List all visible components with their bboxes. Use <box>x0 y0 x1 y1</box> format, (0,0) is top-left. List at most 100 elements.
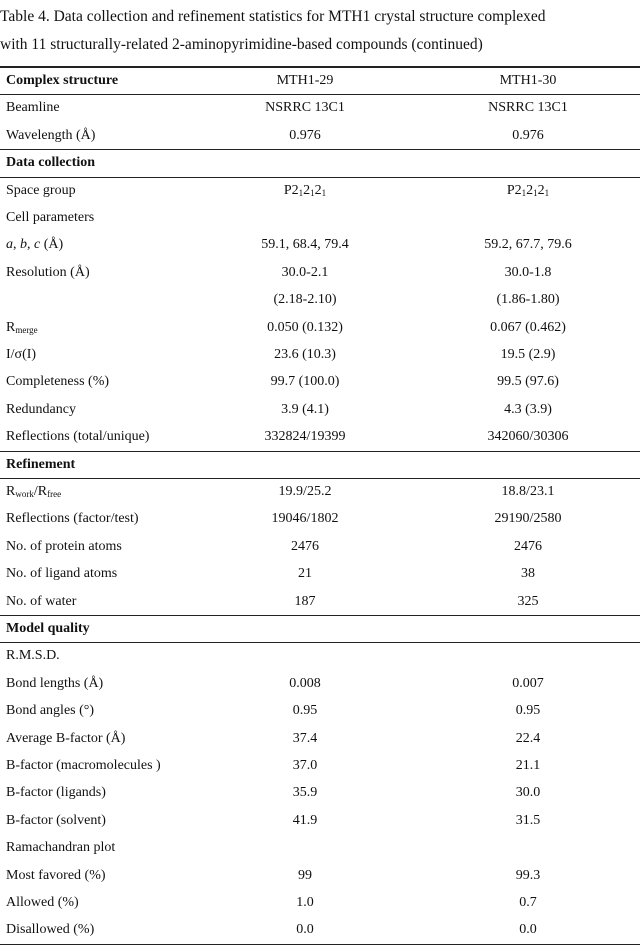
table-cell: 99 <box>298 867 312 883</box>
table-cell: MTH1-29 <box>276 73 334 88</box>
table-cell: NSRRC 13C1 <box>265 100 345 116</box>
table-cell: 37.4 <box>292 730 318 746</box>
table-cell: 4.3 (3.9) <box>504 401 552 417</box>
text-segment: b <box>20 237 27 253</box>
rule <box>0 450 640 452</box>
table-cell: 19046/1802 <box>271 511 339 527</box>
text-segment: P2 <box>283 182 299 198</box>
table-cell: 59.2, 67.7, 79.6 <box>484 237 572 253</box>
table-cell: 30.0-2.1 <box>281 264 329 280</box>
table-cell: B-factor (ligands) <box>6 785 106 801</box>
table-cell: Ramachandran plot <box>6 840 116 856</box>
table-cell: Disallowed (%) <box>6 922 95 938</box>
table-cell: 0.976 <box>512 127 544 143</box>
table-cell: Beamline <box>6 100 60 116</box>
table-cell: 0.0 <box>296 922 314 938</box>
text-segment: work <box>15 489 34 499</box>
table-cell: 99.7 (100.0) <box>270 374 340 390</box>
table-cell: 0.7 <box>519 895 537 910</box>
table-cell: Bond lengths (Å) <box>6 675 104 691</box>
text-segment: free <box>47 489 62 499</box>
text-segment: P2 <box>506 182 522 198</box>
table-cell: 2476 <box>514 538 542 554</box>
rule <box>0 149 640 151</box>
table-cell: 30.0-1.8 <box>504 264 552 280</box>
text-segment: /R <box>33 484 48 499</box>
table-cell: Resolution (Å) <box>6 264 90 280</box>
table-cell: Complex structure <box>6 73 119 88</box>
table-cell: No. of protein atoms <box>6 538 122 554</box>
table-cell: 0.0 <box>519 922 537 938</box>
table-cell: Rmerge <box>6 314 38 341</box>
text-segment: 1 <box>310 187 315 198</box>
text-segment: , <box>27 237 34 253</box>
table-cell: a, b, c (Å) <box>6 231 63 258</box>
table-cell: 59.1, 68.4, 79.4 <box>261 237 349 253</box>
table-cell: Reflections (total/unique) <box>6 429 150 445</box>
table-title: Table 4. Data collection and refinement … <box>0 8 546 25</box>
table-cell: Rwork/Rfree <box>6 478 61 505</box>
table-cell: B-factor (solvent) <box>6 812 106 828</box>
rule <box>0 94 640 96</box>
table-cell: I/σ(I) <box>6 347 37 362</box>
rule <box>0 615 640 616</box>
table-cell: 0.95 <box>292 703 318 719</box>
table-cell: 342060/30306 <box>487 429 569 445</box>
rule <box>0 478 640 479</box>
table-cell: No. of ligand atoms <box>6 566 118 582</box>
table-cell: Average B-factor (Å) <box>6 730 126 746</box>
table-cell: Cell parameters <box>6 210 95 225</box>
table-cell: 21.1 <box>515 758 541 773</box>
table-cell: Data collection <box>6 155 96 171</box>
table-cell: 35.9 <box>292 785 318 801</box>
text-segment: 1 <box>521 187 527 198</box>
table-cell: 3.9 (4.1) <box>281 401 329 417</box>
table-cell: NSRRC 13C1 <box>488 100 568 116</box>
table-cell: 30.0 <box>515 785 541 801</box>
table-cell: 0.007 <box>512 675 544 691</box>
table-cell: 187 <box>294 593 316 609</box>
table-cell: Reflections (factor/test) <box>6 511 139 527</box>
table-cell: 21 <box>298 566 312 582</box>
table-cell: P212121 <box>507 177 549 204</box>
table-cell: 1.0 <box>296 895 314 910</box>
table-cell: 0.976 <box>289 127 321 143</box>
text-segment: 1 <box>544 187 550 198</box>
text-segment: 1 <box>298 187 304 198</box>
text-segment: 2 <box>303 182 311 198</box>
table-cell: Completeness (%) <box>6 374 110 390</box>
table-cell: Redundancy <box>6 401 76 417</box>
table-cell: 31.5 <box>515 812 541 828</box>
table-cell: 0.008 <box>289 675 321 691</box>
table-cell: 325 <box>517 593 539 609</box>
table-cell: 22.4 <box>515 730 541 746</box>
table-cell: 29190/2580 <box>494 511 562 527</box>
table-cell: 332824/19399 <box>264 429 346 445</box>
table-cell: R.M.S.D. <box>6 648 60 664</box>
table-cell: Refinement <box>6 456 76 472</box>
table-cell: 37.0 <box>292 758 318 773</box>
table-cell: 19.9/25.2 <box>278 484 332 499</box>
table-title: with 11 structurally-related 2-aminopyri… <box>0 36 483 53</box>
table-cell: 0.95 <box>515 703 541 719</box>
table-cell: Wavelength (Å) <box>6 127 96 143</box>
table-cell: 18.8/23.1 <box>501 484 555 499</box>
text-segment: a <box>6 237 13 253</box>
text-segment: 1 <box>533 187 538 198</box>
table-cell: No. of water <box>6 593 77 609</box>
table-cell: Model quality <box>6 621 90 636</box>
table-cell: 23.6 (10.3) <box>274 347 336 362</box>
table-cell: 19.5 (2.9) <box>500 347 556 362</box>
text-segment: merge <box>15 324 38 335</box>
table-cell: (1.86-1.80) <box>496 292 560 308</box>
rule <box>0 642 640 644</box>
text-segment: 2 <box>526 182 534 198</box>
table-cell: Bond angles (°) <box>6 703 95 719</box>
table-cell: 99.5 (97.6) <box>497 374 559 390</box>
table-cell: 2476 <box>291 538 319 554</box>
table-cell: B-factor (macromolecules ) <box>6 758 161 773</box>
table-cell: 0.050 (0.132) <box>267 319 343 335</box>
table-cell: (2.18-2.10) <box>273 292 337 308</box>
rule <box>0 176 640 178</box>
